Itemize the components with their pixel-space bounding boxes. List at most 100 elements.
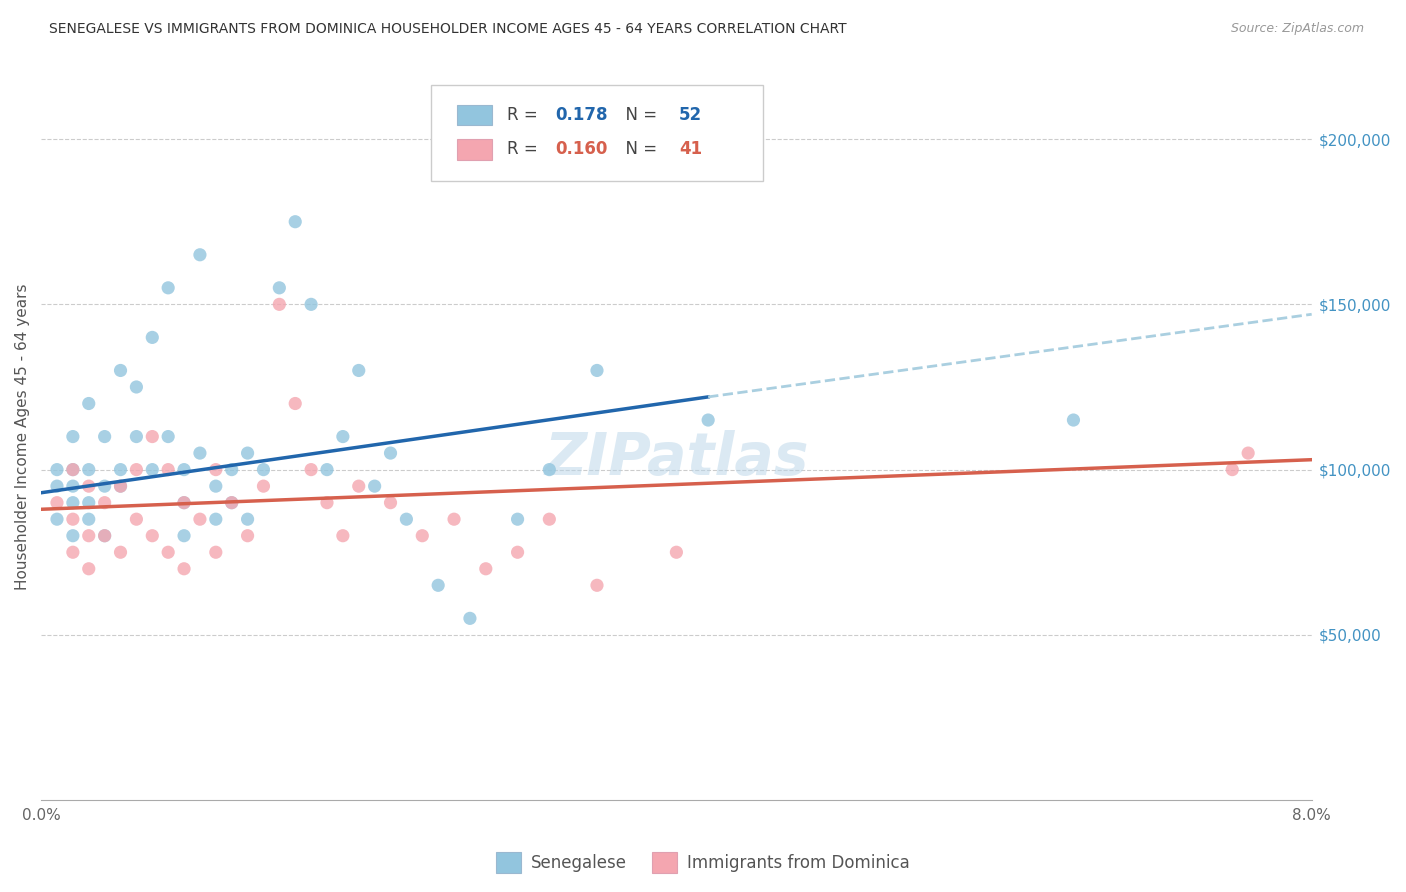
Point bbox=[62, 496, 84, 510]
Point bbox=[93, 429, 115, 443]
Point bbox=[1220, 462, 1243, 476]
Point bbox=[236, 446, 259, 460]
Point bbox=[538, 462, 561, 476]
Point bbox=[125, 380, 148, 394]
Point bbox=[269, 297, 291, 311]
Point bbox=[380, 496, 402, 510]
Point bbox=[157, 462, 180, 476]
Legend: Senegalese, Immigrants from Dominica: Senegalese, Immigrants from Dominica bbox=[489, 846, 917, 880]
Point bbox=[380, 446, 402, 460]
Point bbox=[77, 512, 100, 526]
Point bbox=[110, 479, 132, 493]
Point bbox=[284, 396, 307, 410]
Point bbox=[62, 545, 84, 559]
Point bbox=[221, 462, 243, 476]
Point bbox=[173, 462, 195, 476]
Point bbox=[93, 529, 115, 543]
Point bbox=[157, 545, 180, 559]
Point bbox=[204, 479, 226, 493]
Point bbox=[188, 512, 211, 526]
Point bbox=[458, 611, 481, 625]
Point bbox=[173, 496, 195, 510]
Point bbox=[62, 462, 84, 476]
Point bbox=[506, 545, 529, 559]
FancyBboxPatch shape bbox=[457, 139, 492, 160]
Text: ZIPatlas: ZIPatlas bbox=[544, 430, 808, 487]
Point bbox=[284, 215, 307, 229]
Point bbox=[665, 545, 688, 559]
Point bbox=[427, 578, 450, 592]
Text: N =: N = bbox=[616, 140, 662, 159]
Point bbox=[110, 479, 132, 493]
Point bbox=[125, 462, 148, 476]
Point bbox=[252, 462, 274, 476]
Point bbox=[173, 496, 195, 510]
Point bbox=[443, 512, 465, 526]
Point bbox=[62, 512, 84, 526]
Point bbox=[1237, 446, 1260, 460]
Point bbox=[46, 462, 69, 476]
Point bbox=[125, 512, 148, 526]
Point bbox=[77, 396, 100, 410]
Point bbox=[62, 462, 84, 476]
Text: 0.160: 0.160 bbox=[555, 140, 607, 159]
Point bbox=[110, 545, 132, 559]
Y-axis label: Householder Income Ages 45 - 64 years: Householder Income Ages 45 - 64 years bbox=[15, 284, 30, 590]
Point bbox=[299, 462, 322, 476]
Point bbox=[110, 462, 132, 476]
Text: SENEGALESE VS IMMIGRANTS FROM DOMINICA HOUSEHOLDER INCOME AGES 45 - 64 YEARS COR: SENEGALESE VS IMMIGRANTS FROM DOMINICA H… bbox=[49, 22, 846, 37]
Point bbox=[46, 496, 69, 510]
Point bbox=[332, 529, 354, 543]
Point bbox=[347, 363, 370, 377]
Point bbox=[269, 281, 291, 295]
Point bbox=[77, 496, 100, 510]
Point bbox=[157, 281, 180, 295]
Point bbox=[411, 529, 433, 543]
Point bbox=[77, 529, 100, 543]
Point bbox=[1062, 413, 1084, 427]
Point bbox=[62, 529, 84, 543]
Point bbox=[141, 462, 163, 476]
Text: R =: R = bbox=[508, 106, 543, 124]
Point bbox=[586, 578, 609, 592]
Point bbox=[62, 429, 84, 443]
Point bbox=[204, 512, 226, 526]
Point bbox=[347, 479, 370, 493]
Point bbox=[236, 529, 259, 543]
Point bbox=[173, 562, 195, 576]
Point bbox=[221, 496, 243, 510]
Text: Source: ZipAtlas.com: Source: ZipAtlas.com bbox=[1230, 22, 1364, 36]
Point bbox=[316, 496, 339, 510]
Point bbox=[46, 512, 69, 526]
Point bbox=[46, 479, 69, 493]
Point bbox=[93, 496, 115, 510]
Text: R =: R = bbox=[508, 140, 543, 159]
Point bbox=[395, 512, 418, 526]
Point bbox=[538, 512, 561, 526]
Point bbox=[77, 479, 100, 493]
FancyBboxPatch shape bbox=[432, 86, 763, 180]
Point bbox=[62, 479, 84, 493]
Point bbox=[299, 297, 322, 311]
Point bbox=[316, 462, 339, 476]
Point bbox=[157, 429, 180, 443]
Point bbox=[93, 529, 115, 543]
Point bbox=[204, 462, 226, 476]
Point bbox=[77, 562, 100, 576]
Point bbox=[236, 512, 259, 526]
Point bbox=[173, 529, 195, 543]
Point bbox=[221, 496, 243, 510]
Point bbox=[363, 479, 385, 493]
Point bbox=[697, 413, 720, 427]
Point bbox=[252, 479, 274, 493]
Point bbox=[506, 512, 529, 526]
Point bbox=[141, 330, 163, 344]
Point bbox=[332, 429, 354, 443]
Point bbox=[141, 429, 163, 443]
Point bbox=[188, 248, 211, 262]
Text: 52: 52 bbox=[679, 106, 702, 124]
Text: 0.178: 0.178 bbox=[555, 106, 609, 124]
Point bbox=[141, 529, 163, 543]
Text: N =: N = bbox=[616, 106, 662, 124]
Text: 41: 41 bbox=[679, 140, 702, 159]
